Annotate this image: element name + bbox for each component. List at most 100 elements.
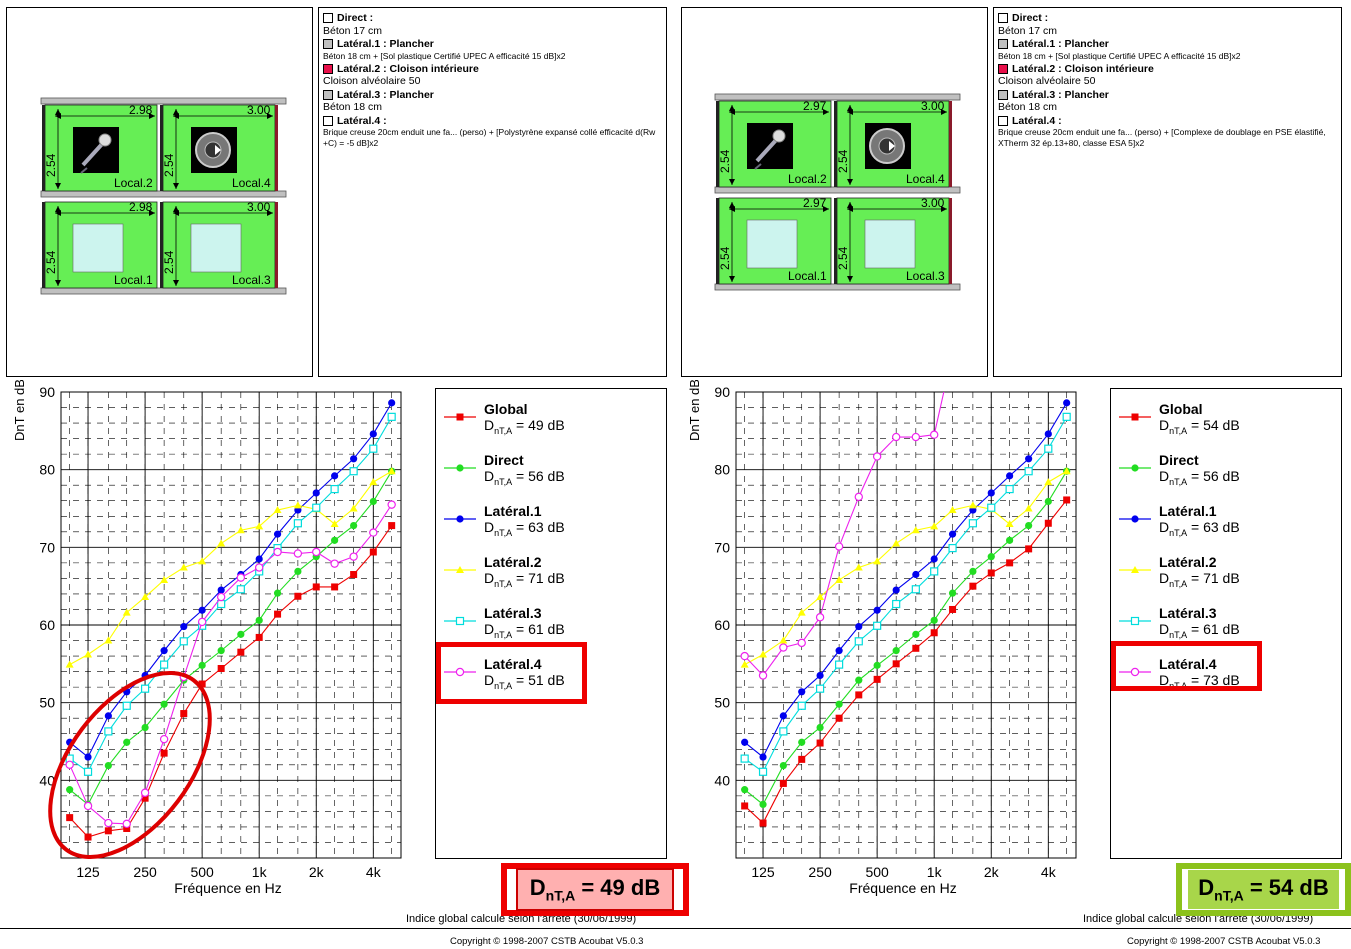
data-point bbox=[759, 800, 767, 809]
legend-name: Latéral.2 bbox=[484, 554, 542, 570]
data-point bbox=[104, 636, 113, 644]
series-latéral-2 bbox=[740, 467, 1071, 668]
data-point bbox=[312, 583, 320, 591]
path-item: Direct : Béton 17 cm bbox=[323, 12, 662, 37]
data-point bbox=[816, 723, 824, 732]
slab-middle bbox=[40, 190, 287, 198]
y-tick-label: 70 bbox=[714, 539, 730, 555]
data-point bbox=[349, 504, 358, 512]
data-point bbox=[83, 767, 93, 776]
data-point bbox=[854, 637, 863, 646]
legend-name: Latéral.4 bbox=[1159, 656, 1217, 672]
room-width-label: 2.97 bbox=[803, 196, 827, 210]
path-color-swatch bbox=[998, 39, 1008, 50]
data-point bbox=[741, 738, 749, 746]
room-local-1[interactable]: 2.98 2.54 Local.1 bbox=[42, 200, 158, 289]
data-point bbox=[797, 638, 806, 648]
legend-marker bbox=[444, 566, 476, 573]
data-point bbox=[1006, 536, 1014, 544]
data-point bbox=[930, 555, 938, 563]
data-point bbox=[104, 818, 113, 828]
room-local-4[interactable]: 3.00 2.54 Local.4 bbox=[834, 99, 952, 188]
room-width-label: 3.00 bbox=[921, 196, 945, 210]
y-tick-label: 50 bbox=[714, 695, 730, 711]
legend-entry: Latéral.4 DnT,A = 51 dB bbox=[442, 656, 592, 700]
data-point bbox=[312, 489, 320, 497]
series-line bbox=[744, 402, 1068, 758]
legend-marker-symbol bbox=[455, 667, 465, 677]
room-local-3[interactable]: 3.00 2.54 Local.3 bbox=[160, 200, 278, 289]
y-axis-label: DnT en dB bbox=[687, 380, 702, 441]
data-point bbox=[388, 522, 396, 530]
x-tick-label: 1k bbox=[927, 864, 943, 880]
data-point bbox=[1044, 444, 1053, 453]
legend-marker bbox=[1119, 413, 1151, 421]
path-color-swatch bbox=[323, 63, 333, 74]
data-point bbox=[273, 589, 282, 597]
data-point bbox=[911, 585, 920, 594]
x-tick-label: 250 bbox=[808, 864, 832, 880]
legend-marker-symbol bbox=[456, 464, 464, 472]
path-item: Latéral.4 : Brique creuse 20cm enduit une… bbox=[998, 115, 1337, 150]
data-point bbox=[912, 644, 920, 652]
series-line bbox=[69, 504, 393, 825]
room-height-label: 2.54 bbox=[836, 149, 850, 173]
room-height-label: 2.54 bbox=[44, 153, 58, 177]
data-point bbox=[369, 528, 378, 537]
data-point bbox=[741, 802, 749, 810]
data-point bbox=[779, 636, 788, 644]
legend-entry: Global DnT,A = 49 dB bbox=[442, 401, 592, 445]
series-latéral-3 bbox=[65, 412, 396, 776]
room-local-1[interactable]: 2.97 2.54 Local.1 bbox=[716, 196, 832, 285]
series-latéral-3 bbox=[740, 412, 1071, 776]
data-point bbox=[855, 691, 863, 699]
legend-marker-symbol bbox=[1131, 566, 1139, 573]
data-point bbox=[330, 520, 339, 528]
legend-entry: Latéral.2 DnT,A = 71 dB bbox=[442, 554, 592, 598]
data-point bbox=[1044, 430, 1052, 438]
series-line bbox=[69, 470, 392, 666]
data-point bbox=[104, 712, 112, 720]
legend-entry: Direct DnT,A = 56 dB bbox=[442, 452, 592, 496]
path-item: Latéral.2 : Cloison intérieure Cloison al… bbox=[323, 63, 662, 88]
path-name: Latéral.4 : bbox=[1012, 114, 1062, 127]
data-point bbox=[779, 643, 788, 652]
room-local-3[interactable]: 3.00 2.54 Local.3 bbox=[834, 196, 952, 285]
series-line bbox=[744, 470, 1067, 666]
data-point bbox=[740, 660, 749, 668]
data-point bbox=[159, 734, 169, 744]
room-name-label: Local.3 bbox=[906, 269, 945, 283]
microphone-icon bbox=[754, 129, 786, 170]
legend-entry: Latéral.1 DnT,A = 63 dB bbox=[442, 503, 592, 547]
legend-value: DnT,A = 56 dB bbox=[1159, 468, 1240, 487]
room-name-label: Local.2 bbox=[788, 172, 827, 186]
data-point bbox=[758, 671, 768, 680]
data-point bbox=[197, 617, 207, 627]
data-point bbox=[274, 610, 282, 618]
room-local-2[interactable]: 2.98 2.54 Local.2 bbox=[42, 103, 158, 192]
data-point bbox=[816, 671, 824, 680]
path-name: Latéral.2 : Cloison intérieure bbox=[337, 62, 479, 75]
legend-marker bbox=[1119, 667, 1151, 677]
room-local-2[interactable]: 2.97 2.54 Local.2 bbox=[716, 99, 832, 188]
data-point bbox=[798, 738, 806, 746]
data-point bbox=[968, 501, 977, 509]
legend-entry: Latéral.2 DnT,A = 71 dB bbox=[1117, 554, 1267, 598]
speaker-icon bbox=[195, 132, 231, 168]
room-local-4[interactable]: 3.00 2.54 Local.4 bbox=[160, 103, 278, 192]
path-name: Latéral.2 : Cloison intérieure bbox=[1012, 62, 1154, 75]
room-height-label: 2.54 bbox=[836, 246, 850, 270]
data-point bbox=[293, 501, 302, 509]
data-point bbox=[140, 788, 150, 797]
data-point bbox=[198, 606, 206, 614]
legend-name: Latéral.1 bbox=[484, 503, 542, 519]
legend-marker-symbol bbox=[455, 616, 465, 626]
data-point bbox=[104, 761, 112, 770]
legend-entry: Latéral.3 DnT,A = 61 dB bbox=[1117, 605, 1267, 649]
x-tick-label: 125 bbox=[751, 864, 775, 880]
room-height-label: 2.54 bbox=[718, 246, 732, 270]
slab-bottom bbox=[40, 287, 287, 295]
data-point bbox=[759, 819, 767, 827]
data-point bbox=[83, 801, 93, 811]
data-point bbox=[254, 563, 264, 572]
